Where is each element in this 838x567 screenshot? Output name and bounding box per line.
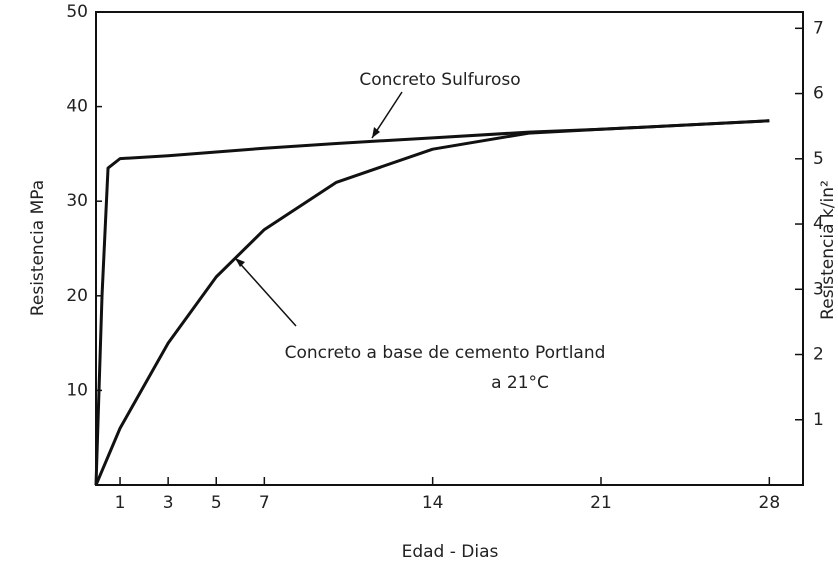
annotation-arrow xyxy=(234,257,297,327)
annotation: a 21°C xyxy=(491,373,549,393)
y-tick-label: 10 xyxy=(66,380,88,400)
x-tick-label: 1 xyxy=(115,493,126,513)
y2-tick-label: 3 xyxy=(813,279,824,299)
x-tick-label: 7 xyxy=(259,493,270,513)
x-tick-label: 5 xyxy=(211,493,222,513)
series-label: Concreto a base de cemento Portland xyxy=(285,343,606,363)
x-tick-label: 28 xyxy=(759,493,781,513)
y-axis-label: Resistencia MPa xyxy=(28,180,48,316)
y2-tick-label: 2 xyxy=(813,345,824,365)
x-tick-label: 14 xyxy=(422,493,444,513)
y2-tick-label: 4 xyxy=(813,214,824,234)
x-tick-label: 21 xyxy=(590,493,612,513)
y2-tick-label: 1 xyxy=(813,410,824,430)
x-axis-label: Edad - Dias xyxy=(402,542,499,562)
arrow-head xyxy=(235,258,245,267)
y2-tick-label: 6 xyxy=(813,84,824,104)
series-line xyxy=(94,119,770,486)
x-tick-label: 3 xyxy=(163,493,174,513)
plot-frame xyxy=(95,11,804,486)
arrow-head xyxy=(372,127,380,138)
y-tick-label: 50 xyxy=(66,2,88,22)
y-tick-label: 20 xyxy=(66,286,88,306)
y2-tick-label: 7 xyxy=(813,18,824,38)
y2-tick-label: 5 xyxy=(813,149,824,169)
y2-axis-label: Resistencia k/in² xyxy=(818,180,838,320)
series-label: Concreto Sulfuroso xyxy=(359,70,520,90)
y-tick-label: 40 xyxy=(66,97,88,117)
y-tick-label: 30 xyxy=(66,191,88,211)
